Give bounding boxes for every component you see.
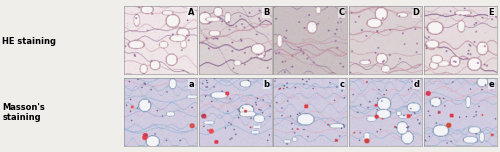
Text: d: d [414, 80, 420, 89]
Text: HE staining: HE staining [2, 36, 56, 46]
Text: B: B [263, 8, 270, 17]
Text: a: a [188, 80, 194, 89]
Text: c: c [340, 80, 344, 89]
Text: D: D [412, 8, 420, 17]
Text: A: A [188, 8, 194, 17]
Text: E: E [488, 8, 494, 17]
Text: Masson's
staining: Masson's staining [2, 103, 45, 122]
Text: b: b [264, 80, 270, 89]
Text: e: e [488, 80, 494, 89]
Text: C: C [338, 8, 344, 17]
